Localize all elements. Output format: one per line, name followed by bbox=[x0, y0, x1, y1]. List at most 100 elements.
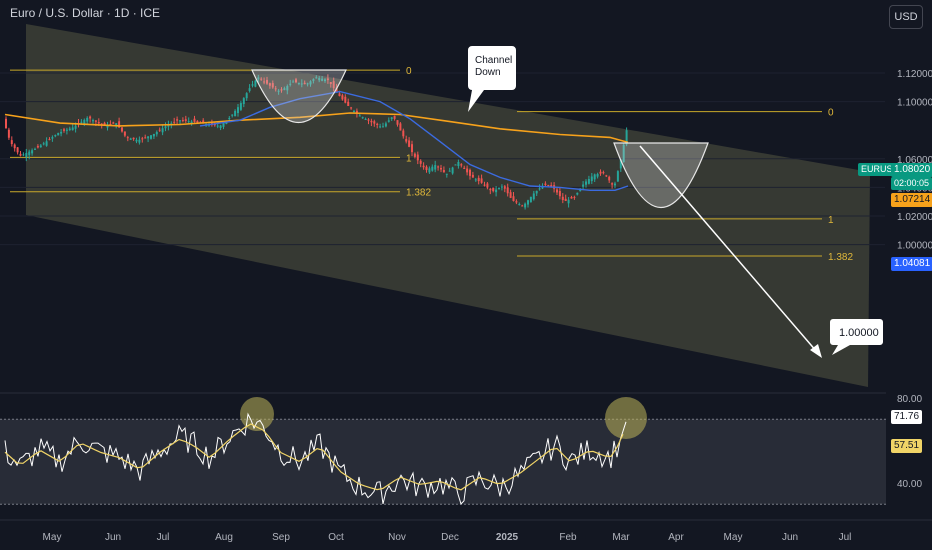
rsi-value-tag: 71.76 bbox=[891, 410, 923, 424]
ma-blue-tag: 1.04081 bbox=[891, 257, 932, 271]
candle-body bbox=[370, 120, 373, 123]
candle-body bbox=[387, 120, 390, 122]
candle-body bbox=[527, 200, 529, 205]
time-tick-label: Apr bbox=[668, 532, 684, 543]
fib-label: 1.382 bbox=[406, 188, 431, 199]
candle-body bbox=[184, 119, 187, 121]
candle-body bbox=[222, 122, 225, 127]
time-tick-label: Jun bbox=[782, 532, 798, 543]
candle-body bbox=[271, 83, 274, 88]
candle-body bbox=[373, 121, 376, 124]
projection-arrow-head bbox=[810, 344, 822, 358]
candle-body bbox=[361, 117, 364, 119]
cup-arc-left bbox=[251, 69, 347, 124]
candle-body bbox=[196, 120, 199, 123]
candle-body bbox=[605, 175, 608, 177]
candle-body bbox=[489, 189, 492, 191]
candle-body bbox=[164, 126, 167, 129]
candle-body bbox=[54, 135, 57, 137]
candle-body bbox=[486, 183, 489, 188]
fib-label: 1 bbox=[828, 215, 834, 226]
candle-body bbox=[625, 130, 628, 145]
candle-body bbox=[237, 107, 239, 114]
candle-body bbox=[402, 130, 405, 137]
rsi-line bbox=[4, 412, 627, 505]
candle-body bbox=[219, 125, 222, 128]
candle-body bbox=[469, 169, 471, 176]
candle-body bbox=[593, 174, 596, 180]
candle-body bbox=[434, 165, 437, 170]
time-tick-label: Feb bbox=[559, 532, 577, 543]
candle-body bbox=[242, 98, 245, 104]
arc-shapes bbox=[251, 69, 709, 208]
candle-body bbox=[176, 119, 179, 121]
fib-label: 1 bbox=[406, 153, 412, 164]
candle-body bbox=[158, 129, 161, 131]
candle-body bbox=[5, 118, 7, 129]
candle-body bbox=[118, 121, 121, 128]
time-tick-label: Oct bbox=[328, 532, 344, 543]
candle-body bbox=[512, 196, 515, 201]
candle-body bbox=[300, 83, 303, 85]
candle-body bbox=[10, 140, 13, 145]
candle-body bbox=[529, 196, 532, 203]
candle-body bbox=[42, 143, 45, 145]
time-tick-label: Dec bbox=[441, 532, 459, 543]
candle-body bbox=[248, 88, 251, 91]
candle-body bbox=[39, 145, 42, 148]
candle-body bbox=[318, 78, 321, 81]
candle-body bbox=[89, 116, 92, 119]
candle-body bbox=[428, 168, 431, 173]
candle-body bbox=[68, 128, 71, 130]
candle-body bbox=[329, 82, 332, 85]
candle-body bbox=[324, 79, 326, 82]
time-tick-label: Jul bbox=[839, 532, 852, 543]
candle-body bbox=[190, 121, 193, 124]
candle-body bbox=[25, 152, 28, 157]
candle-body bbox=[181, 120, 184, 122]
price-tick-label: 1.02000 bbox=[897, 212, 932, 223]
currency-button[interactable]: USD bbox=[889, 5, 923, 29]
candle-body bbox=[480, 178, 483, 183]
candle-body bbox=[152, 133, 155, 137]
candle-body bbox=[254, 80, 257, 87]
candle-body bbox=[611, 183, 614, 185]
candle-body bbox=[295, 79, 297, 83]
last-price-value: 1.08020 bbox=[891, 163, 932, 177]
candle-body bbox=[471, 174, 474, 178]
candle-body bbox=[498, 188, 500, 190]
candle-body bbox=[28, 151, 31, 156]
candle-body bbox=[419, 160, 422, 164]
candle-body bbox=[7, 129, 10, 138]
candle-body bbox=[60, 131, 63, 134]
candle-body bbox=[161, 128, 164, 133]
candle-body bbox=[544, 183, 547, 185]
channel-down bbox=[26, 24, 870, 387]
candle-body bbox=[216, 125, 219, 127]
candle-body bbox=[445, 173, 448, 175]
candle-body bbox=[80, 121, 83, 123]
candle-body bbox=[315, 77, 318, 79]
candle-body bbox=[538, 188, 541, 190]
candle-body bbox=[547, 185, 550, 187]
candle-body bbox=[297, 82, 300, 84]
grid bbox=[0, 72, 885, 246]
candle-body bbox=[31, 150, 34, 154]
candle-body bbox=[518, 204, 521, 206]
candle-body bbox=[138, 139, 141, 143]
candle-body bbox=[283, 88, 286, 90]
candle-body bbox=[92, 120, 94, 122]
candle-body bbox=[561, 196, 564, 201]
candle-body bbox=[86, 117, 89, 122]
candle-body bbox=[292, 81, 295, 83]
candle-body bbox=[350, 107, 353, 109]
channel-callout-bubble bbox=[468, 46, 516, 112]
candle-body bbox=[408, 140, 411, 147]
last-price-tag: EURUSD bbox=[858, 163, 899, 176]
candle-body bbox=[399, 123, 402, 131]
candle-body bbox=[16, 147, 19, 153]
rsi-band bbox=[0, 419, 886, 505]
candle-body bbox=[141, 138, 144, 140]
